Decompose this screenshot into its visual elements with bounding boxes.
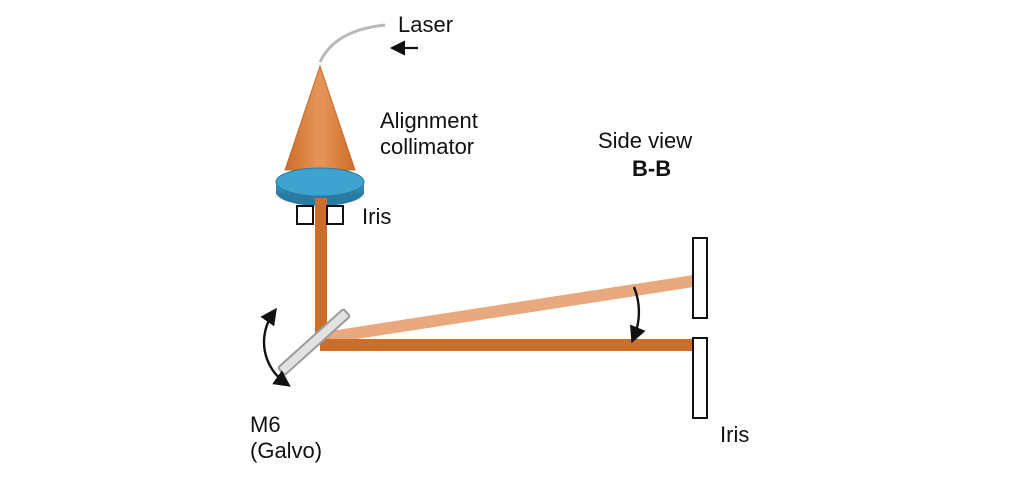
collimator-label-line2: collimator [380, 134, 474, 159]
side-view-label: Side view [598, 128, 692, 153]
m6-label-line2: (Galvo) [250, 438, 322, 463]
beam-tilted [324, 280, 700, 338]
iris-top-right [327, 206, 343, 224]
collimator-label-line1: Alignment [380, 108, 478, 133]
lens-front [276, 168, 364, 196]
section-label: B-B [632, 156, 671, 181]
iris-right-top [693, 238, 707, 318]
iris-top-label: Iris [362, 204, 391, 229]
iris-right-bottom [693, 338, 707, 418]
iris-top-left [297, 206, 313, 224]
beam-cone [285, 66, 355, 170]
m6-label-line1: M6 [250, 412, 281, 437]
fiber-curve [320, 25, 385, 62]
optical-diagram: Laser Alignmentcollimator Iris M6(Galvo) Iri… [0, 0, 1024, 500]
iris-right-label: Iris [720, 422, 749, 447]
laser-label: Laser [398, 12, 453, 37]
